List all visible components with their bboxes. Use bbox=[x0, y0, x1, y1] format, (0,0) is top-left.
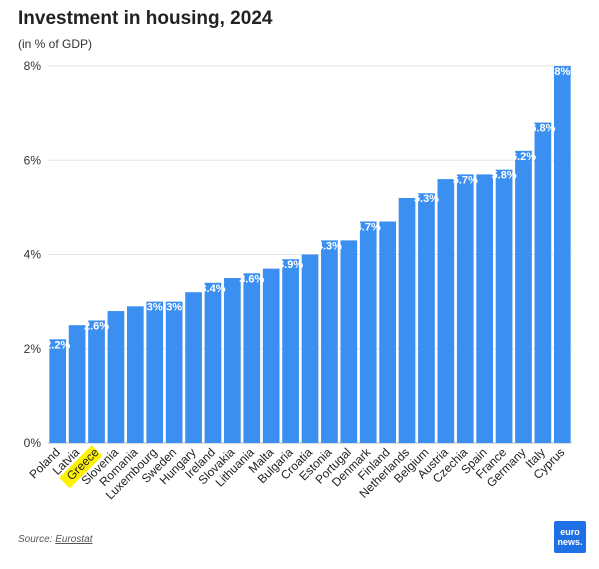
bar bbox=[418, 193, 435, 443]
data-label: 3.9% bbox=[278, 259, 303, 271]
bar bbox=[282, 259, 299, 443]
source-link[interactable]: Eurostat bbox=[55, 534, 93, 545]
data-label: 3.4% bbox=[200, 283, 225, 295]
bar bbox=[107, 311, 125, 443]
data-label: 6.8% bbox=[530, 123, 555, 135]
x-axis-labels: PolandLatviaGreeceSloveniaRomaniaLuxembo… bbox=[26, 445, 567, 503]
chart-subtitle: (in % of GDP) bbox=[18, 37, 93, 51]
bar bbox=[301, 254, 319, 443]
data-label: 2.6% bbox=[84, 320, 109, 332]
bar bbox=[68, 325, 86, 443]
bar bbox=[243, 273, 261, 443]
bar bbox=[262, 268, 280, 443]
bar bbox=[146, 301, 164, 443]
bar bbox=[340, 240, 358, 443]
euronews-logo: euro news. bbox=[554, 521, 586, 553]
bars bbox=[49, 66, 571, 444]
y-axis-ticks: 0% 2% 4% 6% 8% bbox=[24, 59, 42, 450]
bar bbox=[437, 179, 455, 443]
y-tick-label: 8% bbox=[24, 59, 42, 73]
highlight-marker bbox=[59, 445, 103, 489]
logo-line-2: news. bbox=[557, 537, 583, 547]
bar bbox=[224, 278, 241, 443]
data-label: 5.3% bbox=[414, 193, 439, 205]
bar bbox=[553, 66, 571, 443]
source-note: Source: Eurostat bbox=[18, 534, 93, 545]
bar bbox=[49, 339, 67, 443]
bar bbox=[185, 292, 202, 443]
y-tick-label: 4% bbox=[24, 248, 42, 262]
bar bbox=[398, 197, 416, 443]
data-label: 3% bbox=[147, 302, 163, 314]
data-label: 2.2% bbox=[45, 339, 70, 351]
bar bbox=[476, 174, 494, 443]
bar bbox=[204, 282, 222, 443]
bar bbox=[321, 240, 338, 443]
bar bbox=[88, 320, 105, 443]
source-prefix: Source: bbox=[18, 534, 56, 545]
bar bbox=[515, 150, 532, 443]
data-label: 3.6% bbox=[239, 273, 264, 285]
bar bbox=[379, 221, 396, 443]
y-tick-label: 0% bbox=[24, 436, 42, 450]
data-label: 5.8% bbox=[492, 170, 517, 182]
bar-chart: 0% 2% 4% 6% 8% 2.2% 2.6% 3% 3% 3.4% 3.6% 3.9% 4.3% 4… bbox=[24, 59, 572, 503]
bar bbox=[534, 122, 552, 444]
data-label: 4.3% bbox=[317, 240, 342, 252]
data-label: 4.7% bbox=[356, 222, 381, 234]
y-tick-label: 6% bbox=[24, 153, 42, 167]
logo-line-1: euro bbox=[560, 527, 580, 537]
data-label: 3% bbox=[166, 302, 182, 314]
y-tick-label: 2% bbox=[24, 342, 42, 356]
bar bbox=[165, 301, 183, 443]
data-labels: 2.2% 2.6% 3% 3% 3.4% 3.6% 3.9% 4.3% 4.7% 5.3% 5.7%… bbox=[45, 66, 570, 351]
data-label: 5.7% bbox=[453, 174, 478, 186]
bar bbox=[126, 306, 144, 443]
bar bbox=[359, 221, 377, 443]
data-label: 6.2% bbox=[511, 151, 536, 163]
data-label: 8% bbox=[554, 66, 570, 78]
bar bbox=[456, 174, 474, 443]
bar bbox=[495, 169, 513, 444]
chart-title: Investment in housing, 2024 bbox=[18, 8, 273, 29]
